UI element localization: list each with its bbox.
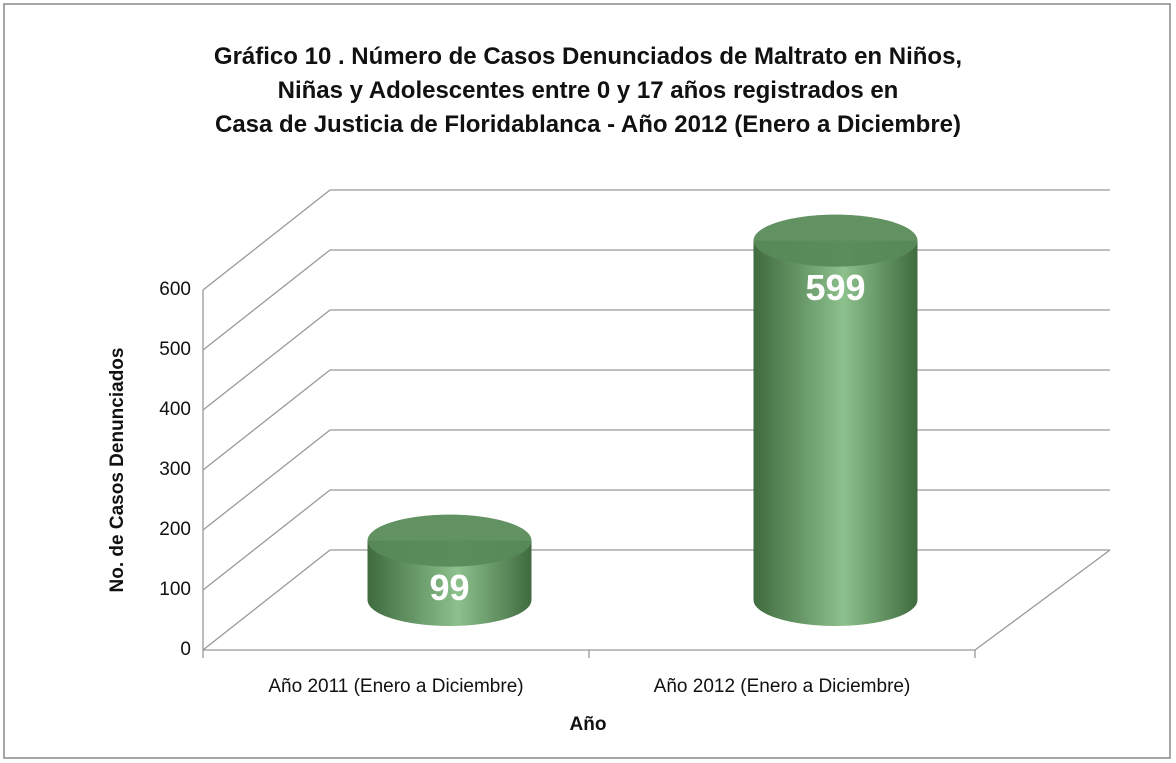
frame (3, 3, 1171, 759)
grid-line (202, 549, 331, 651)
bar-top (753, 214, 918, 267)
grid-line (202, 369, 331, 471)
y-tick-label: 300 (159, 459, 191, 480)
y-tick-label: 400 (159, 399, 191, 420)
y-tick-label: 200 (159, 519, 191, 540)
y-tick-label: 600 (159, 279, 191, 300)
chart-title: Gráfico 10 . Número de Casos Denunciados… (213, 43, 963, 138)
grid-line (202, 189, 331, 291)
value-label: 99 (429, 567, 469, 608)
x-axis-label: Año (570, 714, 607, 735)
y-tick-label: 0 (180, 639, 191, 660)
y-axis-label: No. de Casos Denunciados (107, 348, 128, 593)
grid-line (202, 309, 331, 411)
grid-line (202, 429, 331, 531)
bar-top (367, 514, 532, 567)
grid-line (202, 489, 331, 591)
bar-body (753, 240, 918, 626)
y-tick-label: 500 (159, 339, 191, 360)
x-tick-label: Año 2011 (Enero a Diciembre) (268, 676, 523, 697)
y-tick-label: 100 (159, 579, 191, 600)
x-tick-label: Año 2012 (Enero a Diciembre) (654, 676, 911, 697)
floor-edge (974, 549, 1111, 651)
grid-line (202, 249, 331, 351)
value-label: 599 (805, 267, 865, 308)
